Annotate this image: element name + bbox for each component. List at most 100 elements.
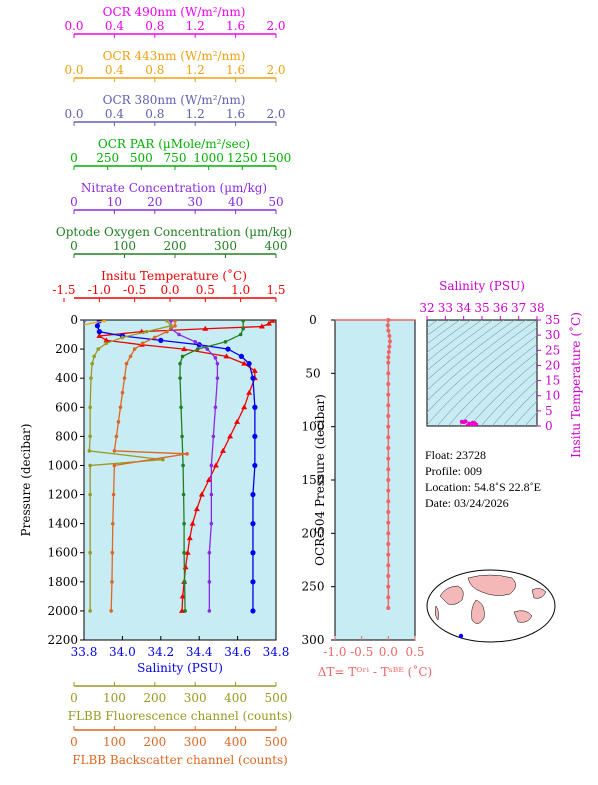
ocr490-marker — [72, 330, 76, 334]
oxygen-marker — [238, 332, 243, 337]
y-tick-label: 1400 — [47, 517, 78, 531]
ts-x-tick-label: 33 — [438, 301, 453, 315]
density-contour — [480, 370, 537, 426]
delta-t-x-tick-label: -1.0 — [323, 645, 346, 659]
delta-t-y-tick-label: 150 — [302, 473, 325, 487]
nitrate-marker — [213, 356, 218, 360]
nitrate-tick-label: 30 — [188, 195, 203, 209]
bback-marker — [185, 452, 189, 456]
density-contour — [502, 389, 537, 426]
sal-marker — [250, 550, 256, 556]
y-tick-label: 400 — [55, 371, 78, 385]
oxygen-marker — [178, 376, 182, 380]
bback-marker — [120, 390, 125, 395]
bback-marker — [122, 376, 127, 380]
temp-marker — [258, 323, 265, 329]
ocr443-marker — [102, 320, 107, 323]
bback-tick-label: 500 — [265, 735, 288, 749]
ocr380-marker — [84, 320, 86, 323]
oxygen-tick-label: 100 — [113, 239, 136, 253]
nitrate-tick-label: 10 — [107, 195, 122, 209]
sal-marker — [252, 462, 258, 469]
delta-t-x-axis-label: ΔT= Tᴼʳⁱ - Tˢᴮᴱ (˚C) — [318, 664, 432, 679]
nitrate-marker — [209, 521, 214, 526]
ocr443-marker — [72, 330, 76, 334]
ocr380-marker — [72, 330, 76, 334]
date: Date: 03/24/2026 — [425, 496, 509, 510]
ocr443-tick-label: 0.0 — [64, 63, 83, 77]
ocr380-tick-label: 0.0 — [64, 107, 83, 121]
ts-point — [470, 423, 475, 426]
density-contour — [427, 320, 494, 372]
ts-x-tick-label: 37 — [511, 301, 526, 315]
bback-marker — [128, 354, 133, 359]
par-marker — [72, 327, 76, 331]
bback-marker — [112, 463, 117, 468]
fluor-marker — [144, 329, 149, 334]
ts-point — [465, 424, 470, 426]
temp-marker — [241, 404, 248, 410]
delta-t-y-tick-label: 0 — [309, 313, 317, 327]
temp-tick-label: 0.0 — [160, 283, 179, 297]
nitrate-tick-label: 20 — [147, 195, 162, 209]
delta-t-marker — [386, 382, 391, 386]
par-tick-label: 250 — [96, 151, 119, 165]
density-contour — [427, 320, 450, 337]
density-contour — [513, 400, 537, 426]
oxygen-marker — [178, 361, 182, 366]
y-tick-label: 1000 — [47, 458, 78, 472]
oxygen-marker — [195, 347, 200, 351]
temp-marker — [234, 418, 241, 424]
fluor-marker — [88, 434, 92, 439]
sal-marker — [250, 579, 256, 585]
fluor-tick-label: 0 — [70, 691, 78, 705]
density-contour — [427, 320, 516, 391]
delta-t-marker — [386, 350, 391, 354]
sal-marker — [250, 491, 256, 498]
delta-t-marker — [386, 584, 391, 589]
par-tick-label: 500 — [130, 151, 153, 165]
temp-axis-label: Insitu Temperature (˚C) — [101, 268, 247, 283]
delta-t-x-tick-label: 0.5 — [405, 645, 424, 659]
density-contour — [427, 320, 439, 328]
density-contour — [436, 335, 537, 426]
nitrate-marker — [205, 347, 210, 351]
delta-t-x-tick-label: 0.0 — [379, 645, 398, 659]
density-contour — [427, 320, 527, 402]
delta-t-x-tick-label: -0.5 — [350, 645, 373, 659]
delta-t-y-tick-label: 300 — [302, 633, 325, 647]
delta-t-marker — [386, 510, 391, 514]
density-contour — [469, 361, 537, 426]
float-location-marker — [458, 633, 464, 639]
bback-marker — [111, 492, 116, 497]
fluor-marker — [92, 354, 96, 359]
nitrate-marker — [211, 434, 216, 439]
sal-marker — [225, 346, 231, 352]
par-tick-label: 1250 — [227, 151, 258, 165]
density-contour — [427, 320, 505, 381]
continent — [471, 599, 485, 624]
temp-marker — [246, 389, 253, 395]
oxygen-tick-label: 300 — [214, 239, 237, 253]
oxygen-marker — [181, 463, 185, 468]
ts-point — [474, 422, 479, 426]
sal-marker — [246, 361, 252, 367]
y-tick-label: 800 — [55, 429, 78, 443]
density-contour — [427, 320, 461, 345]
temp-marker — [241, 360, 248, 366]
oxygen-marker — [241, 320, 245, 323]
nitrate-marker — [207, 580, 212, 584]
ocr490-tick-label: 0.0 — [64, 19, 83, 33]
sal-marker — [252, 404, 258, 410]
oxygen-marker — [182, 580, 187, 584]
par-tick-label: 1500 — [261, 151, 292, 165]
density-contour — [524, 412, 537, 426]
bback-marker — [114, 434, 119, 439]
delta-t-y-tick-label: 100 — [302, 420, 325, 434]
fluor-marker — [165, 320, 169, 323]
continent — [439, 585, 464, 605]
par-axis-label: OCR PAR (µMole/m²/sec) — [98, 137, 250, 151]
oxygen-axis-label: Optode Oxygen Concentration (µm/kg) — [56, 225, 292, 239]
main-series-group — [72, 320, 276, 614]
